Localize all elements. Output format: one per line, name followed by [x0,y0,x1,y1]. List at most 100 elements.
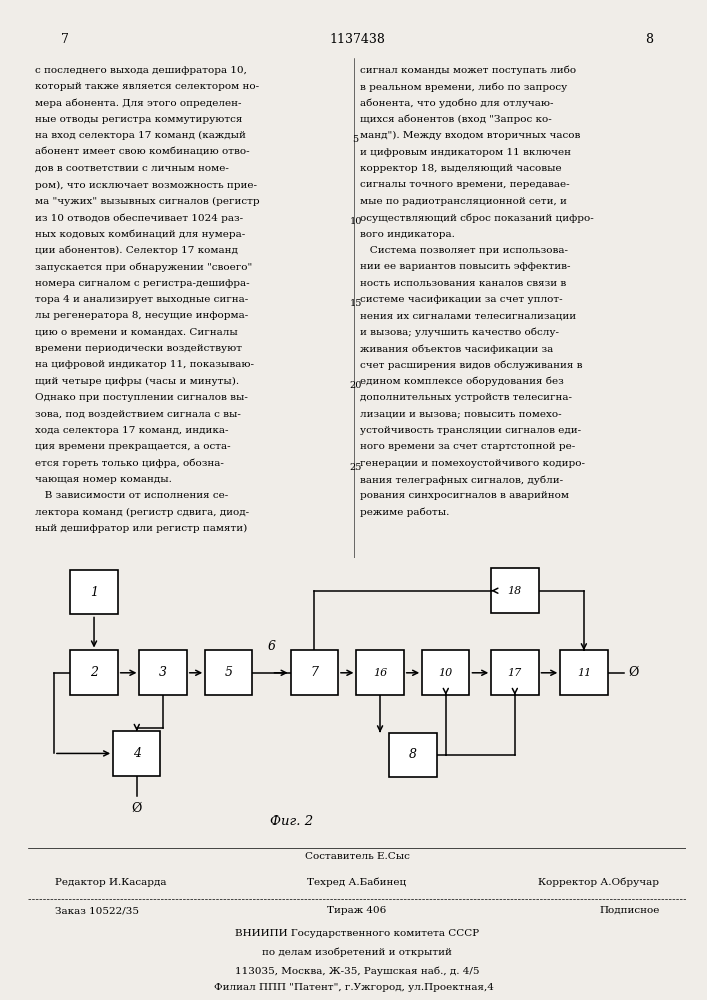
Text: 20: 20 [349,381,362,390]
Text: который также является селектором но-: который также является селектором но- [35,82,259,91]
Text: абонент имеет свою комбинацию отво-: абонент имеет свою комбинацию отво- [35,148,250,157]
Text: Техред А.Бабинец: Техред А.Бабинец [308,878,407,887]
Text: 7: 7 [62,33,69,46]
Text: лы регенератора 8, несущие информа-: лы регенератора 8, несущие информа- [35,311,248,320]
Text: Корректор А.Обручар: Корректор А.Обручар [539,878,660,887]
Text: ром), что исключает возможность прие-: ром), что исключает возможность прие- [35,180,257,190]
Text: 25: 25 [349,463,362,472]
Text: режиме работы.: режиме работы. [361,508,450,517]
Bar [205,650,252,695]
Text: и цифровым индикатором 11 включен: и цифровым индикатором 11 включен [361,148,571,157]
Text: Заказ 10522/35: Заказ 10522/35 [54,906,139,915]
Text: Фиг. 2: Фиг. 2 [270,815,312,828]
Bar [491,568,539,613]
Text: устойчивость трансляции сигналов еди-: устойчивость трансляции сигналов еди- [361,426,581,435]
Text: вого индикатора.: вого индикатора. [361,230,455,239]
Text: 16: 16 [373,668,387,678]
Text: живания объектов часификации за: живания объектов часификации за [361,344,554,354]
Text: 5: 5 [353,135,358,144]
Text: сигналы точного времени, передавае-: сигналы точного времени, передавае- [361,180,570,189]
Text: Система позволяет при использова-: Система позволяет при использова- [361,246,568,255]
Text: корректор 18, выделяющий часовые: корректор 18, выделяющий часовые [361,164,562,173]
Text: 2: 2 [90,666,98,679]
Text: Ø: Ø [629,666,639,679]
Text: ных кодовых комбинаций для нумера-: ных кодовых комбинаций для нумера- [35,230,245,239]
Text: ного времени за счет стартстопной ре-: ного времени за счет стартстопной ре- [361,442,575,451]
Text: Редактор И.Касарда: Редактор И.Касарда [54,878,166,887]
Text: 18: 18 [508,586,522,596]
Text: абонента, что удобно для отлучаю-: абонента, что удобно для отлучаю- [361,99,554,108]
Text: на цифровой индикатор 11, показываю-: на цифровой индикатор 11, показываю- [35,360,254,369]
Text: хода селектора 17 команд, индика-: хода селектора 17 команд, индика- [35,426,228,435]
Text: В зависимости от исполнения се-: В зависимости от исполнения се- [35,491,228,500]
Text: генерации и помехоустойчивого кодиро-: генерации и помехоустойчивого кодиро- [361,459,585,468]
Text: ность использования каналов связи в: ность использования каналов связи в [361,279,566,288]
Text: на вход селектора 17 команд (каждый: на вход селектора 17 команд (каждый [35,131,246,140]
Text: Тираж 406: Тираж 406 [327,906,387,915]
Text: ма "чужих" вызывных сигналов (регистр: ма "чужих" вызывных сигналов (регистр [35,197,259,206]
Text: запускается при обнаружении "своего": запускается при обнаружении "своего" [35,262,252,272]
Text: мера абонента. Для этого определен-: мера абонента. Для этого определен- [35,99,241,108]
Text: щий четыре цифры (часы и минуты).: щий четыре цифры (часы и минуты). [35,377,239,386]
Text: 3: 3 [159,666,167,679]
Text: 1: 1 [90,586,98,599]
Text: манд"). Между входом вторичных часов: манд"). Между входом вторичных часов [361,131,580,140]
Text: 6: 6 [267,640,276,653]
Bar [390,733,437,777]
Text: ется гореть только цифра, обозна-: ется гореть только цифра, обозна- [35,459,223,468]
Text: 7: 7 [310,666,318,679]
Bar [491,650,539,695]
Text: Филиал ППП "Патент", г.Ужгород, ул.Проектная,4: Филиал ППП "Патент", г.Ужгород, ул.Проек… [214,983,493,992]
Text: зова, под воздействием сигнала с вы-: зова, под воздействием сигнала с вы- [35,410,240,419]
Text: по делам изобретений и открытий: по делам изобретений и открытий [262,948,452,957]
Text: 10: 10 [349,217,362,226]
Text: 5: 5 [225,666,233,679]
Text: номера сигналом с регистра-дешифра-: номера сигналом с регистра-дешифра- [35,279,250,288]
Text: 17: 17 [508,668,522,678]
Text: 8: 8 [645,33,653,46]
Text: 10: 10 [438,668,453,678]
Text: нения их сигналами телесигнализации: нения их сигналами телесигнализации [361,311,576,320]
Text: 113035, Москва, Ж-35, Раушская наб., д. 4/5: 113035, Москва, Ж-35, Раушская наб., д. … [235,967,479,976]
Text: сигнал команды может поступать либо: сигнал команды может поступать либо [361,66,576,75]
Text: лизации и вызова; повысить помехо-: лизации и вызова; повысить помехо- [361,410,562,419]
Bar [560,650,607,695]
Text: осуществляющий сброс показаний цифро-: осуществляющий сброс показаний цифро- [361,213,594,223]
Text: щихся абонентов (вход "Запрос ко-: щихся абонентов (вход "Запрос ко- [361,115,552,124]
Text: в реальном времени, либо по запросу: в реальном времени, либо по запросу [361,82,568,92]
Text: с последнего выхода дешифратора 10,: с последнего выхода дешифратора 10, [35,66,247,75]
Text: ция времени прекращается, а оста-: ция времени прекращается, а оста- [35,442,230,451]
Bar [422,650,469,695]
Text: нии ее вариантов повысить эффектив-: нии ее вариантов повысить эффектив- [361,262,571,271]
Bar [356,650,404,695]
Text: Подписное: Подписное [599,906,660,915]
Bar [71,570,117,614]
Text: ные отводы регистра коммутируются: ные отводы регистра коммутируются [35,115,243,124]
Text: дополнительных устройств телесигна-: дополнительных устройств телесигна- [361,393,573,402]
Text: едином комплексе оборудования без: едином комплексе оборудования без [361,377,564,386]
Text: 4: 4 [133,747,141,760]
Text: ный дешифратор или регистр памяти): ный дешифратор или регистр памяти) [35,524,247,533]
Text: лектора команд (регистр сдвига, диод-: лектора команд (регистр сдвига, диод- [35,508,249,517]
Text: времени периодически воздействуют: времени периодически воздействуют [35,344,242,353]
Text: тора 4 и анализирует выходные сигна-: тора 4 и анализирует выходные сигна- [35,295,248,304]
Text: цию о времени и командах. Сигналы: цию о времени и командах. Сигналы [35,328,238,337]
Text: Однако при поступлении сигналов вы-: Однако при поступлении сигналов вы- [35,393,247,402]
Text: и вызова; улучшить качество обслу-: и вызова; улучшить качество обслу- [361,328,559,337]
Text: ции абонентов). Селектор 17 команд: ции абонентов). Селектор 17 команд [35,246,238,255]
Text: дов в соответствии с личным номе-: дов в соответствии с личным номе- [35,164,229,173]
Text: рования синхросигналов в аварийном: рования синхросигналов в аварийном [361,491,569,500]
Text: Составитель Е.Сыс: Составитель Е.Сыс [305,852,409,861]
Text: мые по радиотрансляционной сети, и: мые по радиотрансляционной сети, и [361,197,567,206]
Text: чающая номер команды.: чающая номер команды. [35,475,172,484]
Bar [71,650,117,695]
Text: 15: 15 [349,299,362,308]
Text: из 10 отводов обеспечивает 1024 раз-: из 10 отводов обеспечивает 1024 раз- [35,213,243,223]
Text: 11: 11 [577,668,591,678]
Text: Ø: Ø [132,802,142,815]
Text: системе часификации за счет уплот-: системе часификации за счет уплот- [361,295,563,304]
Text: 1137438: 1137438 [329,33,385,46]
Text: 8: 8 [409,748,417,761]
Text: вания телеграфных сигналов, дубли-: вания телеграфных сигналов, дубли- [361,475,563,485]
Text: счет расширения видов обслуживания в: счет расширения видов обслуживания в [361,360,583,370]
